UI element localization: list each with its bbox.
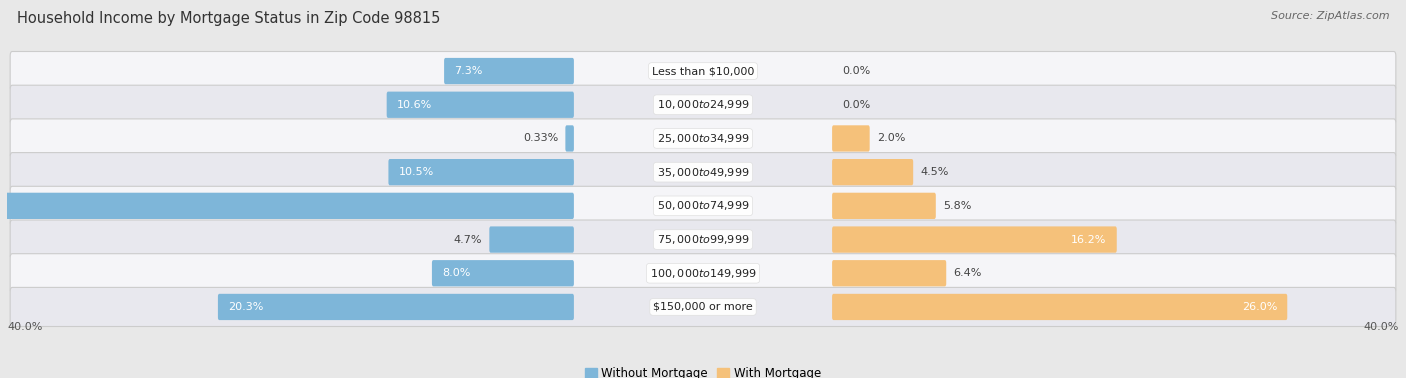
Text: $35,000 to $49,999: $35,000 to $49,999	[657, 166, 749, 179]
Text: 4.7%: 4.7%	[454, 235, 482, 245]
FancyBboxPatch shape	[565, 125, 574, 152]
Text: 7.3%: 7.3%	[454, 66, 482, 76]
FancyBboxPatch shape	[832, 226, 1116, 253]
Text: 8.0%: 8.0%	[441, 268, 471, 278]
Text: 6.4%: 6.4%	[953, 268, 981, 278]
FancyBboxPatch shape	[832, 159, 912, 185]
Text: 16.2%: 16.2%	[1071, 235, 1107, 245]
Text: 40.0%: 40.0%	[1364, 322, 1399, 332]
FancyBboxPatch shape	[10, 186, 1396, 225]
FancyBboxPatch shape	[387, 91, 574, 118]
Text: 10.6%: 10.6%	[396, 100, 432, 110]
Text: $75,000 to $99,999: $75,000 to $99,999	[657, 233, 749, 246]
FancyBboxPatch shape	[10, 254, 1396, 293]
Text: $25,000 to $34,999: $25,000 to $34,999	[657, 132, 749, 145]
Text: $10,000 to $24,999: $10,000 to $24,999	[657, 98, 749, 111]
Text: 40.0%: 40.0%	[7, 322, 42, 332]
Text: 0.33%: 0.33%	[523, 133, 558, 143]
Legend: Without Mortgage, With Mortgage: Without Mortgage, With Mortgage	[581, 362, 825, 378]
FancyBboxPatch shape	[832, 193, 936, 219]
FancyBboxPatch shape	[10, 153, 1396, 192]
FancyBboxPatch shape	[218, 294, 574, 320]
Text: $150,000 or more: $150,000 or more	[654, 302, 752, 312]
FancyBboxPatch shape	[432, 260, 574, 287]
FancyBboxPatch shape	[832, 125, 870, 152]
Text: 5.8%: 5.8%	[943, 201, 972, 211]
Text: Less than $10,000: Less than $10,000	[652, 66, 754, 76]
Text: $50,000 to $74,999: $50,000 to $74,999	[657, 199, 749, 212]
FancyBboxPatch shape	[10, 85, 1396, 124]
FancyBboxPatch shape	[832, 294, 1288, 320]
Text: Source: ZipAtlas.com: Source: ZipAtlas.com	[1271, 11, 1389, 21]
Text: 20.3%: 20.3%	[228, 302, 263, 312]
FancyBboxPatch shape	[10, 220, 1396, 259]
FancyBboxPatch shape	[444, 58, 574, 84]
Text: 0.0%: 0.0%	[842, 100, 870, 110]
Text: 2.0%: 2.0%	[877, 133, 905, 143]
FancyBboxPatch shape	[388, 159, 574, 185]
Text: 0.0%: 0.0%	[842, 66, 870, 76]
FancyBboxPatch shape	[10, 51, 1396, 91]
FancyBboxPatch shape	[10, 119, 1396, 158]
Text: Household Income by Mortgage Status in Zip Code 98815: Household Income by Mortgage Status in Z…	[17, 11, 440, 26]
Text: 10.5%: 10.5%	[398, 167, 434, 177]
Text: 4.5%: 4.5%	[921, 167, 949, 177]
Text: $100,000 to $149,999: $100,000 to $149,999	[650, 267, 756, 280]
FancyBboxPatch shape	[10, 287, 1396, 327]
Text: 26.0%: 26.0%	[1241, 302, 1277, 312]
FancyBboxPatch shape	[832, 260, 946, 287]
FancyBboxPatch shape	[0, 193, 574, 219]
FancyBboxPatch shape	[489, 226, 574, 253]
